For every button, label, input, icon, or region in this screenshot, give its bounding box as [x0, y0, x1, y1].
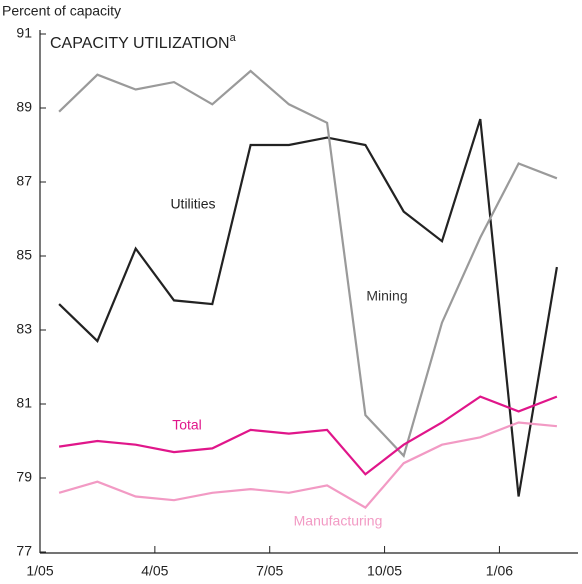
series-line — [58, 395, 558, 476]
y-tick-label: 83 — [16, 321, 32, 337]
x-tick-label: 4/05 — [141, 563, 168, 579]
series-line — [58, 69, 558, 458]
series-label: Manufacturing — [294, 513, 383, 529]
title-text: CAPACITY UTILIZATION — [50, 35, 230, 52]
chart-title: CAPACITY UTILIZATIONa — [50, 32, 237, 52]
y-tick-label: 77 — [16, 543, 32, 559]
y-tick-label: 81 — [16, 395, 32, 411]
series-label: Total — [172, 417, 202, 433]
y-tick-label: 79 — [16, 469, 32, 485]
y-tick-label: 91 — [16, 25, 32, 41]
x-tick-label: 10/05 — [367, 563, 402, 579]
y-tick-label: 85 — [16, 247, 32, 263]
series-label: Utilities — [170, 196, 215, 212]
series-line — [58, 118, 558, 497]
series-label: Mining — [366, 288, 407, 304]
series-line — [58, 421, 558, 510]
y-tick-label: 89 — [16, 99, 32, 115]
y-tick-label: 87 — [16, 173, 32, 189]
x-tick-label: 7/05 — [256, 563, 283, 579]
x-tick-label: 1/05 — [26, 563, 53, 579]
y-axis-label: Percent of capacity — [2, 3, 121, 19]
title-note: a — [230, 32, 237, 44]
x-tick-label: 1/06 — [486, 563, 513, 579]
